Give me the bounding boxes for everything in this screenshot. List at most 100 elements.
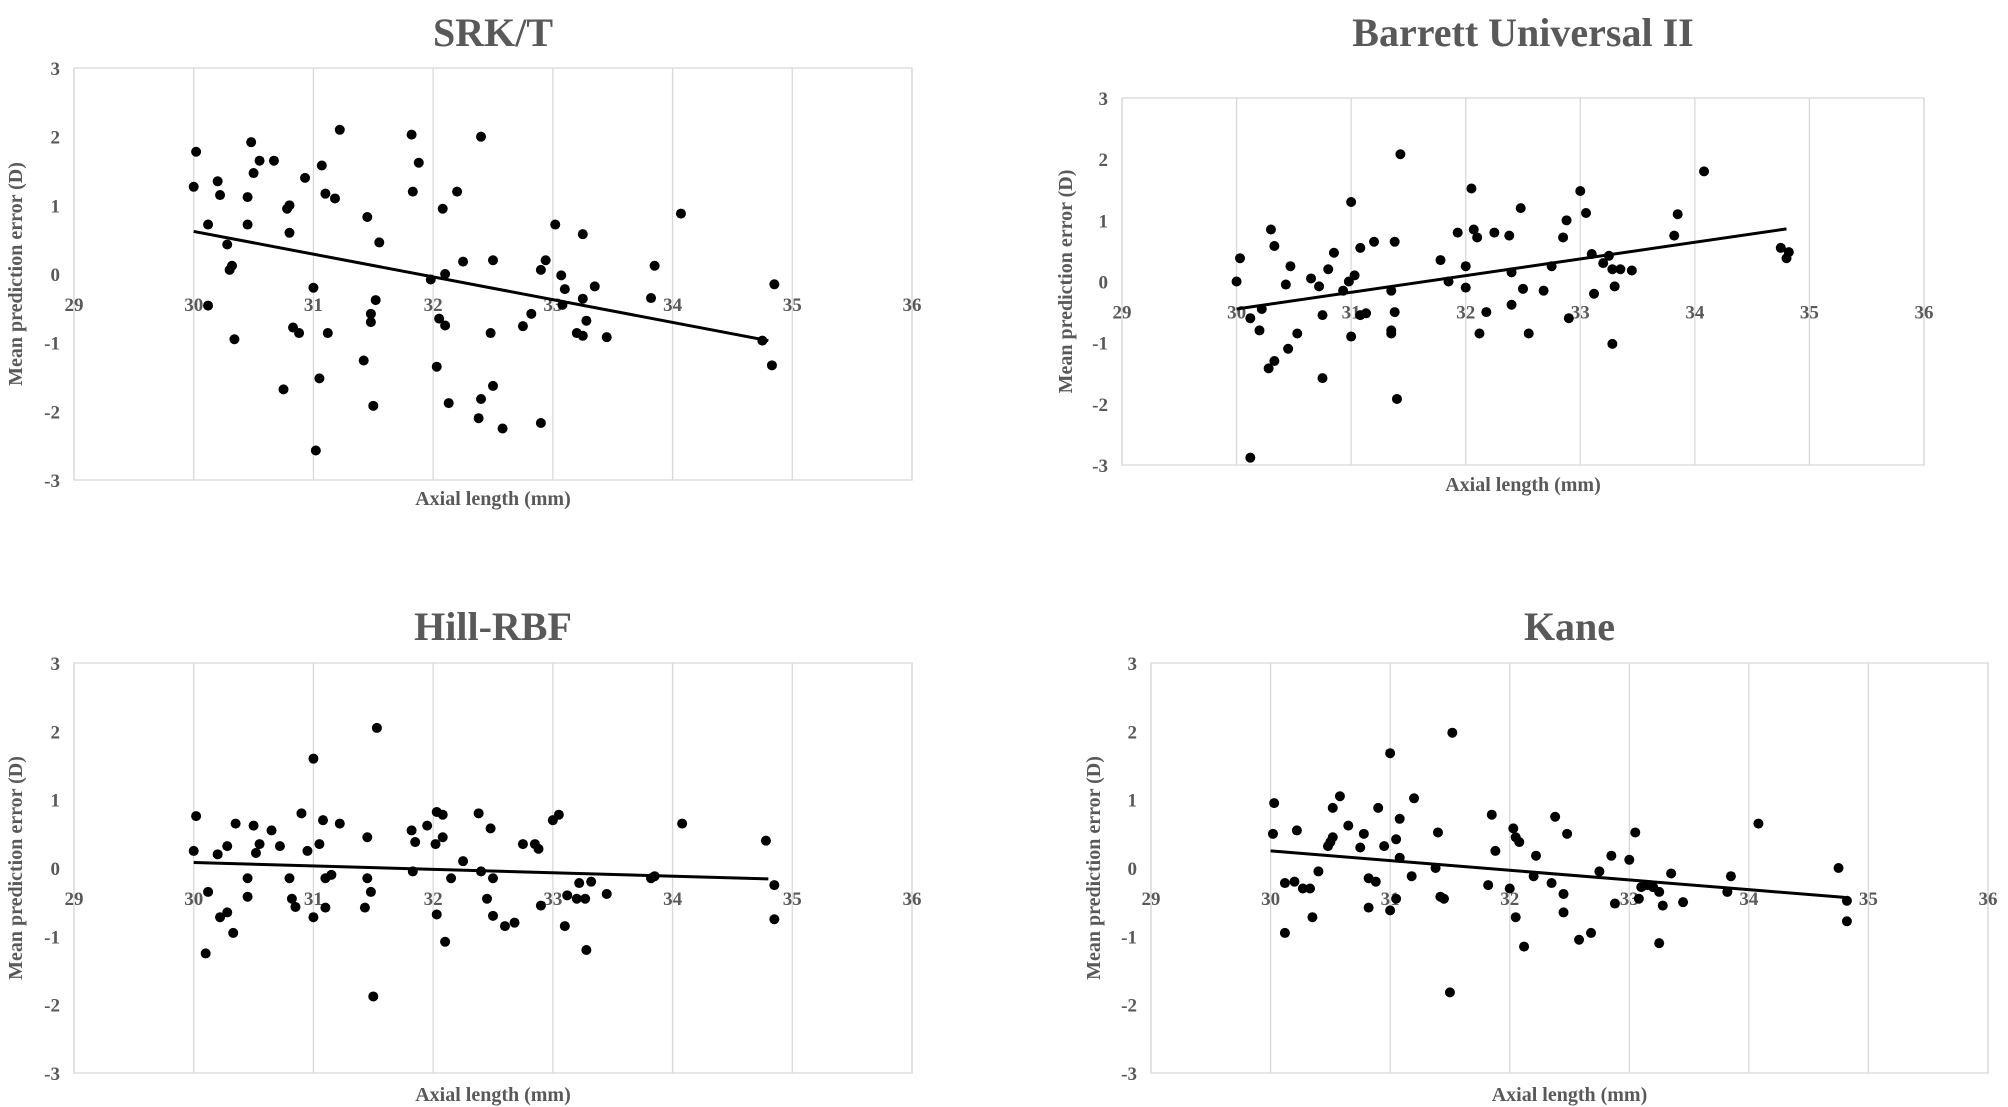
data-point: [326, 869, 337, 880]
data-point: [188, 181, 199, 192]
data-point: [1574, 934, 1585, 945]
data-point: [242, 873, 253, 884]
data-point: [320, 188, 331, 199]
data-point: [1615, 264, 1626, 275]
data-point: [230, 818, 241, 829]
data-point: [314, 373, 325, 384]
data-point: [368, 400, 379, 411]
data-point: [589, 281, 600, 292]
data-point: [1245, 452, 1256, 463]
data-point: [533, 843, 544, 854]
data-point: [1460, 282, 1471, 293]
data-point: [362, 873, 373, 884]
y-tick-label: -2: [1092, 395, 1108, 416]
data-point: [1606, 850, 1617, 861]
data-point: [1363, 902, 1374, 913]
data-point: [1373, 802, 1384, 813]
data-point: [1558, 907, 1569, 918]
data-point: [410, 837, 421, 848]
data-point: [1452, 227, 1463, 238]
y-tick-label: 1: [51, 196, 61, 217]
data-point: [1781, 253, 1792, 264]
data-point: [1460, 261, 1471, 272]
data-point: [191, 811, 202, 822]
data-point: [446, 873, 457, 884]
x-tick-label: 34: [1685, 303, 1705, 324]
data-point: [1235, 253, 1246, 264]
data-point: [556, 270, 567, 281]
data-point: [1323, 264, 1334, 275]
y-tick-label: 2: [1099, 150, 1109, 171]
data-point: [370, 295, 381, 306]
data-point: [1292, 328, 1303, 339]
data-point: [1406, 871, 1417, 882]
data-point: [310, 445, 321, 456]
y-tick-label: -2: [44, 996, 60, 1017]
data-point: [406, 129, 417, 140]
x-tick-label: 35: [783, 889, 802, 910]
data-point: [1609, 281, 1620, 292]
y-tick-label: 0: [51, 265, 61, 286]
x-tick-label: 30: [184, 889, 203, 910]
data-point: [215, 912, 226, 923]
data-point: [1269, 241, 1280, 252]
data-point: [1558, 232, 1569, 243]
data-point: [458, 256, 469, 267]
data-point: [1624, 854, 1635, 865]
data-point: [1563, 313, 1574, 324]
data-point: [371, 722, 382, 733]
x-tick-label: 35: [783, 295, 802, 316]
x-tick-label: 35: [1800, 303, 1819, 324]
data-point: [488, 380, 498, 391]
x-tick-label: 30: [1261, 889, 1280, 910]
data-point: [769, 279, 780, 290]
data-point: [1279, 878, 1290, 889]
data-point: [1447, 727, 1458, 738]
data-point: [286, 893, 297, 904]
data-point: [437, 203, 448, 214]
data-point: [431, 361, 442, 372]
data-point: [434, 313, 445, 324]
data-point: [1389, 307, 1400, 318]
x-tick-label: 32: [424, 889, 443, 910]
data-point: [246, 137, 257, 148]
data-point: [574, 878, 585, 889]
data-point: [1558, 888, 1569, 899]
y-tick-label: 3: [1128, 654, 1138, 675]
y-axis-title: Mean prediction error (D): [5, 756, 27, 980]
data-point: [577, 293, 588, 304]
data-point: [1279, 927, 1290, 938]
data-point: [365, 308, 376, 319]
data-point: [200, 948, 211, 959]
data-point: [1506, 299, 1517, 310]
data-point: [437, 832, 448, 843]
data-point: [1725, 871, 1736, 882]
data-point: [1343, 820, 1354, 831]
data-point: [222, 239, 233, 250]
data-point: [1489, 227, 1500, 238]
data-point: [488, 255, 498, 266]
data-point: [476, 131, 487, 142]
data-point: [440, 269, 451, 279]
data-point: [268, 155, 279, 166]
data-point: [322, 328, 333, 339]
data-point: [1626, 265, 1637, 276]
data-point: [228, 927, 239, 938]
data-point: [535, 418, 546, 429]
chart-title: SRK/T: [433, 10, 553, 55]
y-tick-label: -1: [44, 927, 60, 948]
x-tick-label: 31: [304, 295, 323, 316]
data-point: [1841, 916, 1852, 927]
data-point: [407, 186, 418, 197]
data-point: [1317, 373, 1328, 384]
y-tick-label: 1: [1128, 791, 1138, 812]
data-point: [248, 168, 259, 179]
y-tick-label: 3: [51, 59, 61, 80]
data-point: [1317, 310, 1328, 321]
data-point: [1349, 270, 1360, 281]
data-point: [559, 284, 570, 295]
data-point: [1307, 912, 1318, 923]
data-point: [406, 825, 417, 836]
x-tick-label: 30: [1227, 303, 1246, 324]
